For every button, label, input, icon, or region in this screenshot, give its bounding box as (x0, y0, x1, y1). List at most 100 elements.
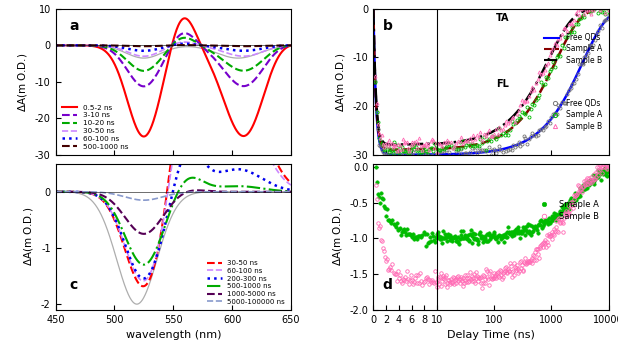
0.5-2 ns (159, 84, 166, 88)
60-100 ns (93, 43, 101, 48)
Text: TA: TA (496, 13, 509, 23)
3-10 ns (210, 56, 218, 60)
30-50 ns (159, 221, 166, 226)
Line: 30-50 ns: 30-50 ns (56, 61, 291, 286)
Legend: Free QDs, Sample A, Sample B: Free QDs, Sample A, Sample B (548, 96, 605, 134)
10-20 ns (210, 51, 218, 55)
500-1000 ns (140, 44, 147, 48)
60-100 ns (93, 194, 101, 198)
Line: 10-20 ns: 10-20 ns (56, 38, 291, 71)
Sample B (588, 178, 595, 182)
3-10 ns (230, 79, 237, 83)
X-axis label: wavelength (nm): wavelength (nm) (125, 330, 221, 340)
60-100 ns (112, 45, 120, 49)
60-100 ns (140, 49, 147, 53)
30-50 ns (112, 46, 120, 50)
60-100 ns (230, 106, 237, 111)
0.5-2 ns (192, 30, 199, 34)
200-300 ns (187, 147, 195, 151)
200-300 ns (93, 194, 101, 198)
60-100 ns (210, 122, 218, 127)
Legend: 0.5-2 ns, 3-10 ns, 10-20 ns, 30-50 ns, 60-100 ns, 500-1000 ns: 0.5-2 ns, 3-10 ns, 10-20 ns, 30-50 ns, 6… (62, 105, 129, 150)
Smaple A (460, 236, 467, 240)
30-50 ns (230, 78, 237, 83)
60-100 ns (287, 43, 295, 48)
Smaple A (588, 181, 595, 186)
30-50 ns (230, 53, 237, 57)
Sample B (478, 286, 486, 290)
Sample B (494, 270, 501, 274)
Line: 1000-5000 ns: 1000-5000 ns (56, 190, 291, 234)
60-100 ns (210, 45, 218, 49)
60-100 ns (140, 279, 147, 283)
5000-100000 ns (140, 198, 148, 202)
0.5-2 ns (210, 71, 218, 75)
Text: c: c (70, 278, 78, 292)
30-50 ns (192, 64, 199, 68)
200-300 ns (287, 188, 295, 192)
30-50 ns (140, 54, 147, 58)
1000-5000 ns (287, 190, 295, 194)
500-1000 ns (210, 183, 218, 188)
Y-axis label: $\Delta$A(m O.D.): $\Delta$A(m O.D.) (16, 52, 29, 112)
0.5-2 ns (52, 43, 59, 48)
500-1000 ns (159, 44, 166, 48)
Line: 500-1000 ns: 500-1000 ns (56, 45, 291, 46)
Sample B (372, 183, 379, 187)
1000-5000 ns (159, 215, 166, 219)
Smaple A (372, 165, 379, 169)
30-50 ns (287, 181, 295, 185)
1000-5000 ns (52, 190, 59, 194)
500-1000 ns (140, 263, 147, 267)
3-10 ns (52, 43, 59, 48)
30-50 ns (192, 42, 199, 46)
Line: 60-100 ns: 60-100 ns (56, 86, 291, 281)
10-20 ns (192, 39, 199, 44)
10-20 ns (93, 44, 101, 48)
60-100 ns (230, 48, 237, 52)
10-20 ns (159, 55, 166, 59)
500-1000 ns (189, 176, 197, 180)
5000-100000 ns (52, 190, 59, 194)
Line: 500-1000 ns: 500-1000 ns (56, 178, 291, 265)
1000-5000 ns (191, 188, 198, 193)
500-1000 ns (287, 43, 295, 48)
Line: 60-100 ns: 60-100 ns (56, 44, 291, 51)
Line: 0.5-2 ns: 0.5-2 ns (56, 18, 291, 137)
200-300 ns (52, 190, 59, 194)
60-100 ns (192, 42, 199, 46)
0.5-2 ns (140, 134, 147, 139)
Smaple A (485, 231, 493, 235)
500-1000 ns (230, 184, 237, 188)
60-100 ns (159, 46, 166, 50)
Text: a: a (70, 19, 79, 33)
3-10 ns (140, 84, 147, 88)
0.5-2 ns (230, 123, 237, 127)
5000-100000 ns (93, 190, 101, 194)
30-50 ns (187, 59, 194, 63)
3-10 ns (159, 62, 166, 66)
Y-axis label: $\Delta$A(m O.D.): $\Delta$A(m O.D.) (22, 207, 35, 266)
Line: Smaple A: Smaple A (374, 165, 611, 248)
1000-5000 ns (112, 204, 120, 208)
30-50 ns (159, 48, 166, 52)
500-1000 ns (230, 44, 237, 48)
30-50 ns (140, 284, 147, 288)
30-50 ns (52, 190, 59, 194)
5000-100000 ns (159, 195, 166, 199)
500-1000 ns (192, 43, 199, 47)
Smaple A (422, 244, 430, 248)
0.5-2 ns (181, 16, 188, 20)
1000-5000 ns (194, 188, 201, 193)
200-300 ns (140, 276, 147, 281)
Sample B (459, 276, 467, 281)
Smaple A (451, 235, 458, 239)
5000-100000 ns (191, 190, 198, 194)
3-10 ns (93, 44, 101, 48)
200-300 ns (159, 233, 166, 238)
Line: 5000-100000 ns: 5000-100000 ns (56, 192, 291, 200)
Smaple A (408, 234, 416, 239)
60-100 ns (112, 220, 120, 224)
60-100 ns (181, 42, 188, 46)
0.5-2 ns (287, 43, 295, 48)
